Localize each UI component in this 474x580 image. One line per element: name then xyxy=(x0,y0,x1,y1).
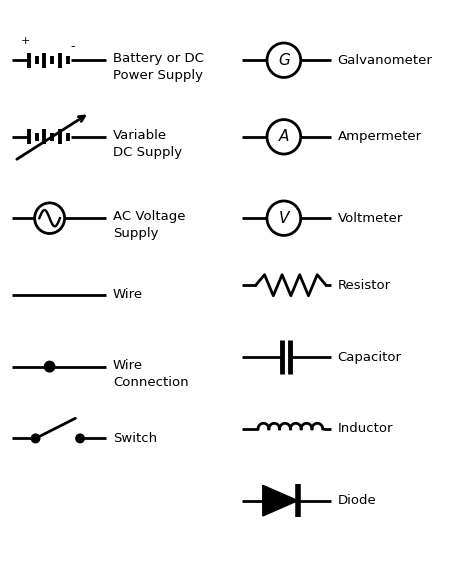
Text: Capacitor: Capacitor xyxy=(337,350,402,364)
Text: Galvanometer: Galvanometer xyxy=(337,54,433,67)
Text: Ampermeter: Ampermeter xyxy=(337,130,422,143)
Text: AC Voltage
Supply: AC Voltage Supply xyxy=(113,211,185,240)
Text: Switch: Switch xyxy=(113,432,157,445)
Text: +: + xyxy=(20,36,30,46)
Text: Battery or DC
Power Supply: Battery or DC Power Supply xyxy=(113,52,204,82)
Text: G: G xyxy=(278,53,290,68)
Text: Wire
Connection: Wire Connection xyxy=(113,359,189,389)
Text: Inductor: Inductor xyxy=(337,422,393,436)
Polygon shape xyxy=(263,485,298,516)
Text: Voltmeter: Voltmeter xyxy=(337,212,403,224)
Text: A: A xyxy=(279,129,289,144)
Text: Variable
DC Supply: Variable DC Supply xyxy=(113,129,182,159)
Circle shape xyxy=(76,434,84,443)
Text: Resistor: Resistor xyxy=(337,279,391,292)
Circle shape xyxy=(45,361,55,372)
Text: Diode: Diode xyxy=(337,494,376,507)
Text: Wire: Wire xyxy=(113,288,143,301)
Text: -: - xyxy=(70,39,75,53)
Text: V: V xyxy=(279,211,289,226)
Circle shape xyxy=(31,434,40,443)
